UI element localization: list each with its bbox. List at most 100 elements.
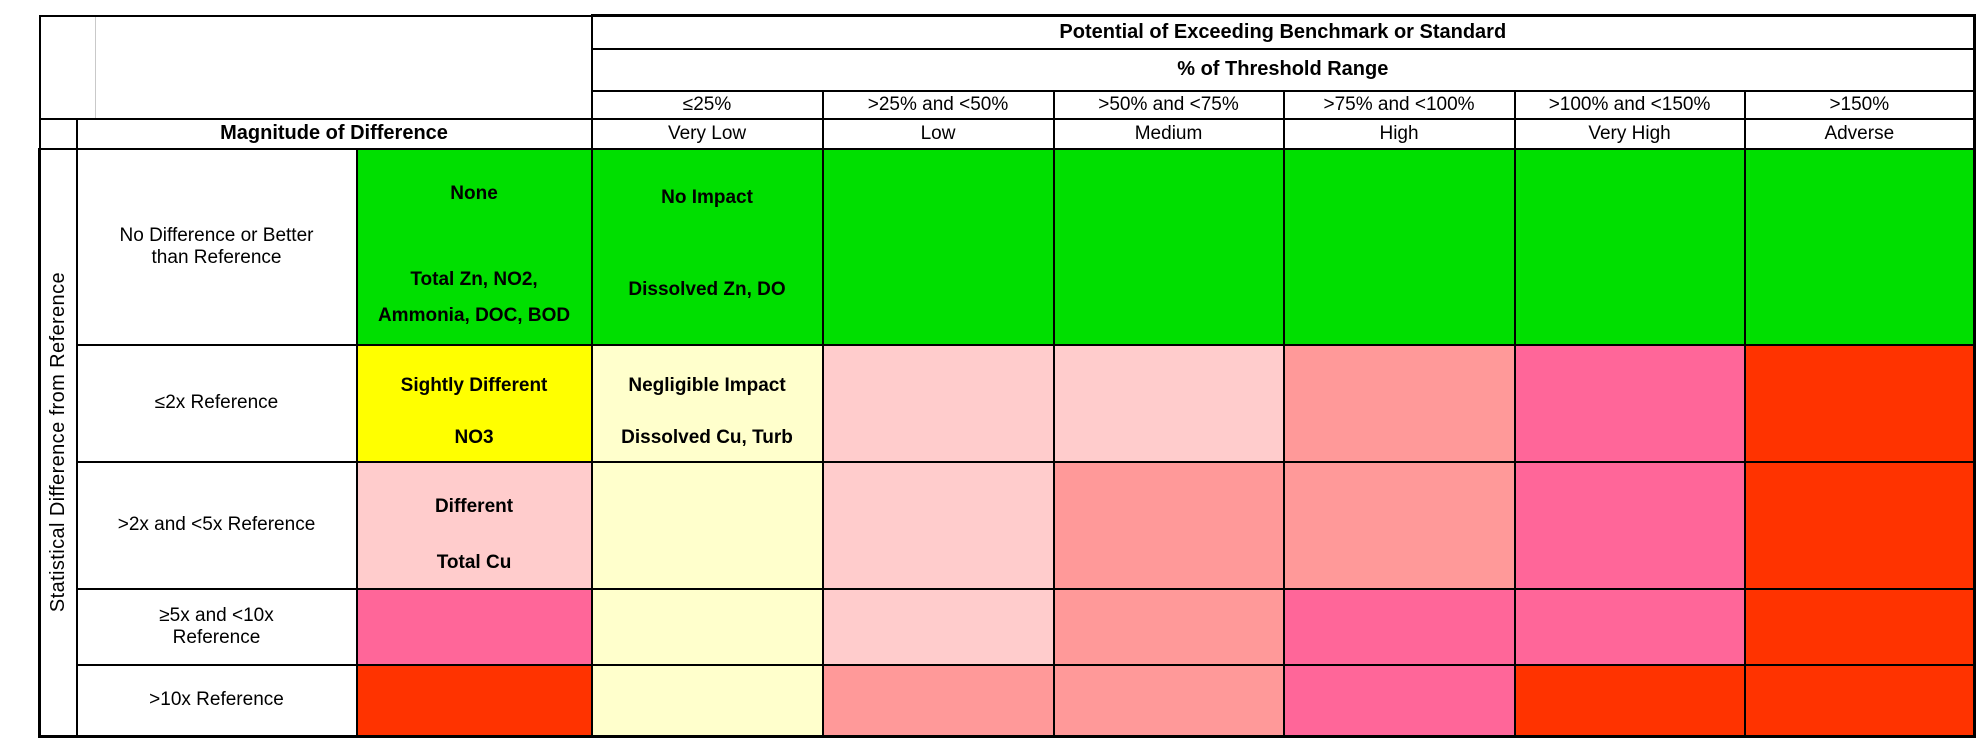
cell-analytes: Total Cu xyxy=(436,552,512,573)
matrix-row-4: >10x Reference xyxy=(40,663,1977,738)
magnitude-cell-2: Different Total Cu xyxy=(355,460,593,590)
potential-header-cell: Potential of Exceeding Benchmark or Stan… xyxy=(590,14,1977,50)
matrix-cell-4-1 xyxy=(821,663,1055,738)
matrix-cell-3-2 xyxy=(1052,587,1285,666)
range-text: ≤25% xyxy=(682,93,732,115)
range-header-0: ≤25% xyxy=(590,89,824,120)
row-label-4: >10x Reference xyxy=(75,663,358,738)
impact-level-5: Adverse xyxy=(1743,117,1977,150)
row-label-text: No Difference or Better than Reference xyxy=(119,224,314,268)
row-label-3: ≥5x and <10x Reference xyxy=(75,587,358,666)
cell-title: Negligible Impact xyxy=(628,375,786,396)
row-label-text: >2x and <5x Reference xyxy=(117,514,316,535)
range-text: >50% and <75% xyxy=(1098,93,1239,115)
matrix-cell-3-1 xyxy=(821,587,1055,666)
header-row-ranges: ≤25% >25% and <50% >50% and <75% >75% an… xyxy=(40,89,1977,120)
matrix-cell-2-2 xyxy=(1052,460,1285,590)
cell-title: No Impact xyxy=(661,186,753,208)
matrix-cell-4-4 xyxy=(1513,663,1746,738)
matrix-cell-3-3 xyxy=(1282,587,1516,666)
level-text: Adverse xyxy=(1824,122,1895,144)
range-header-1: >25% and <50% xyxy=(821,89,1055,120)
magnitude-cell-4 xyxy=(355,663,593,738)
magnitude-cell-3 xyxy=(355,587,593,666)
impact-level-1: Low xyxy=(821,117,1055,150)
row-label-text: ≤2x Reference xyxy=(154,392,279,413)
corner-empty-cell xyxy=(38,14,593,120)
row-label-0: No Difference or Better than Reference xyxy=(75,147,358,346)
header-row-levels: Magnitude of Difference Very Low Low Med… xyxy=(38,117,1977,150)
matrix-cell-0-2 xyxy=(1052,147,1285,346)
magnitude-header-cell: Magnitude of Difference xyxy=(75,117,593,150)
cell-title: Different xyxy=(434,496,514,517)
matrix-cell-2-5 xyxy=(1743,460,1977,590)
magnitude-cell-1: Sightly Different NO3 xyxy=(355,343,593,463)
matrix-cell-0-5 xyxy=(1743,147,1977,346)
risk-matrix-table: Potential of Exceeding Benchmark or Stan… xyxy=(38,14,1977,738)
row-label-text: ≥5x and <10x Reference xyxy=(159,604,274,648)
cell-analytes: Total Zn, NO2, Ammonia, DOC, BOD xyxy=(377,269,571,327)
matrix-cell-4-2 xyxy=(1052,663,1285,738)
level-text: Very Low xyxy=(667,122,747,144)
y-axis-label-cell: Statistical Difference from Reference xyxy=(38,147,78,738)
matrix-cell-1-3 xyxy=(1282,343,1516,463)
cell-text-box: Sightly Different NO3 xyxy=(359,347,590,459)
impact-level-4: Very High xyxy=(1513,117,1746,150)
matrix-cell-2-0 xyxy=(590,460,824,590)
matrix-cell-1-1 xyxy=(821,343,1055,463)
row-label-1: ≤2x Reference xyxy=(75,343,358,463)
cell-text-box: Different Total Cu xyxy=(359,464,590,586)
matrix-cell-0-3 xyxy=(1282,147,1516,346)
matrix-cell-1-5 xyxy=(1743,343,1977,463)
range-text: >75% and <100% xyxy=(1323,93,1475,115)
threshold-header-cell: % of Threshold Range xyxy=(590,47,1977,92)
matrix-cell-0-1 xyxy=(821,147,1055,346)
range-text: >25% and <50% xyxy=(867,93,1009,115)
level-text: Medium xyxy=(1134,122,1203,144)
matrix-cell-2-4 xyxy=(1513,460,1746,590)
cell-title: Sightly Different xyxy=(400,375,548,396)
magnitude-header-text: Magnitude of Difference xyxy=(220,122,448,144)
impact-level-2: Medium xyxy=(1052,117,1285,150)
matrix-row-1: ≤2x Reference Sightly Different NO3 Negl… xyxy=(40,343,1977,463)
cell-analytes: Dissolved Cu, Turb xyxy=(621,427,793,448)
matrix-cell-1-2 xyxy=(1052,343,1285,463)
row-label-text: >10x Reference xyxy=(149,689,284,711)
matrix-cell-3-0 xyxy=(590,587,824,666)
matrix-cell-2-3 xyxy=(1282,460,1516,590)
range-header-2: >50% and <75% xyxy=(1052,89,1285,120)
row-label-2: >2x and <5x Reference xyxy=(75,460,358,590)
matrix-row-3: ≥5x and <10x Reference xyxy=(40,587,1977,666)
gridline xyxy=(94,17,96,117)
range-text: >100% and <150% xyxy=(1548,93,1711,115)
matrix-cell-0-0: No Impact Dissolved Zn, DO xyxy=(590,147,824,346)
cell-text-box: No Impact Dissolved Zn, DO xyxy=(594,151,821,343)
range-header-4: >100% and <150% xyxy=(1513,89,1746,120)
impact-level-0: Very Low xyxy=(590,117,824,150)
range-header-3: >75% and <100% xyxy=(1282,89,1516,120)
range-text: >150% xyxy=(1829,93,1890,115)
matrix-row-2: >2x and <5x Reference Different Total Cu xyxy=(40,460,1977,590)
y-axis-label-text: Statistical Difference from Reference xyxy=(46,272,69,613)
matrix-cell-0-4 xyxy=(1513,147,1746,346)
matrix-cell-3-5 xyxy=(1743,587,1977,666)
threshold-header-text: % of Threshold Range xyxy=(1177,58,1389,80)
matrix-cell-1-0: Negligible Impact Dissolved Cu, Turb xyxy=(590,343,824,463)
matrix-cell-3-4 xyxy=(1513,587,1746,666)
level-text: Very High xyxy=(1588,122,1671,144)
potential-header-text: Potential of Exceeding Benchmark or Stan… xyxy=(1059,20,1507,43)
matrix-cell-1-4 xyxy=(1513,343,1746,463)
level-text: High xyxy=(1379,122,1419,144)
cell-analytes: NO3 xyxy=(454,427,494,448)
matrix-cell-4-3 xyxy=(1282,663,1516,738)
magnitude-cell-0: None Total Zn, NO2, Ammonia, DOC, BOD xyxy=(355,147,593,346)
impact-level-3: High xyxy=(1282,117,1516,150)
matrix-cell-4-5 xyxy=(1743,663,1977,738)
matrix-cell-4-0 xyxy=(590,663,824,738)
range-header-5: >150% xyxy=(1743,89,1977,120)
cell-analytes: Dissolved Zn, DO xyxy=(628,278,786,300)
cell-title: None xyxy=(450,182,498,204)
matrix-cell-2-1 xyxy=(821,460,1055,590)
matrix-row-0: Statistical Difference from Reference No… xyxy=(38,147,1977,738)
